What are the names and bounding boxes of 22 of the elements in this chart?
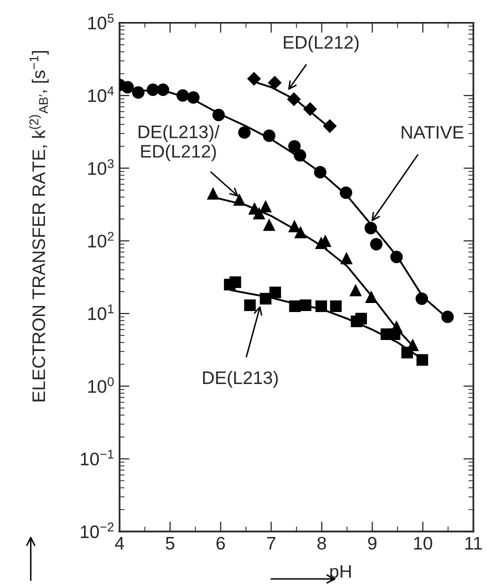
x-tick-label: 8: [317, 536, 326, 550]
x-tick-label: 9: [368, 536, 376, 550]
y-tick-label: 10$^{1}$: [88, 304, 114, 320]
x-tick-label: 6: [216, 536, 225, 550]
x-tick-label: 4: [114, 537, 124, 550]
y-tick-label: 10$^{0}$: [88, 377, 114, 393]
y-tick-label: 10$^{−2}$: [80, 522, 114, 538]
y-tick-label: 10$^{−1}$: [80, 450, 114, 466]
x-tick-label: 11: [465, 537, 482, 550]
x-tick-label: 10: [414, 536, 432, 550]
y-tick-label: 10$^{5}$: [88, 14, 114, 30]
annotation: ED(L212): [284, 35, 359, 52]
x-axis-title: pH: [330, 565, 351, 582]
y-tick-label: 10$^{3}$: [88, 159, 114, 175]
x-tick-label: 5: [166, 537, 174, 550]
annotation: DE(L213)/ ED(L212): [138, 125, 220, 162]
x-tick-label: 7: [267, 537, 276, 550]
annotation: DE(L213): [203, 370, 278, 388]
y-axis-title: ELECTRON TRANSFER RATE, k$^{(2)}$$_{AB′}$, [s$^{−1}$]: [29, 51, 49, 402]
y-tick-label: 10$^{4}$: [88, 86, 114, 102]
y-tick-label: 10$^{2}$: [88, 232, 114, 248]
annotation: NATIVE: [402, 126, 464, 138]
